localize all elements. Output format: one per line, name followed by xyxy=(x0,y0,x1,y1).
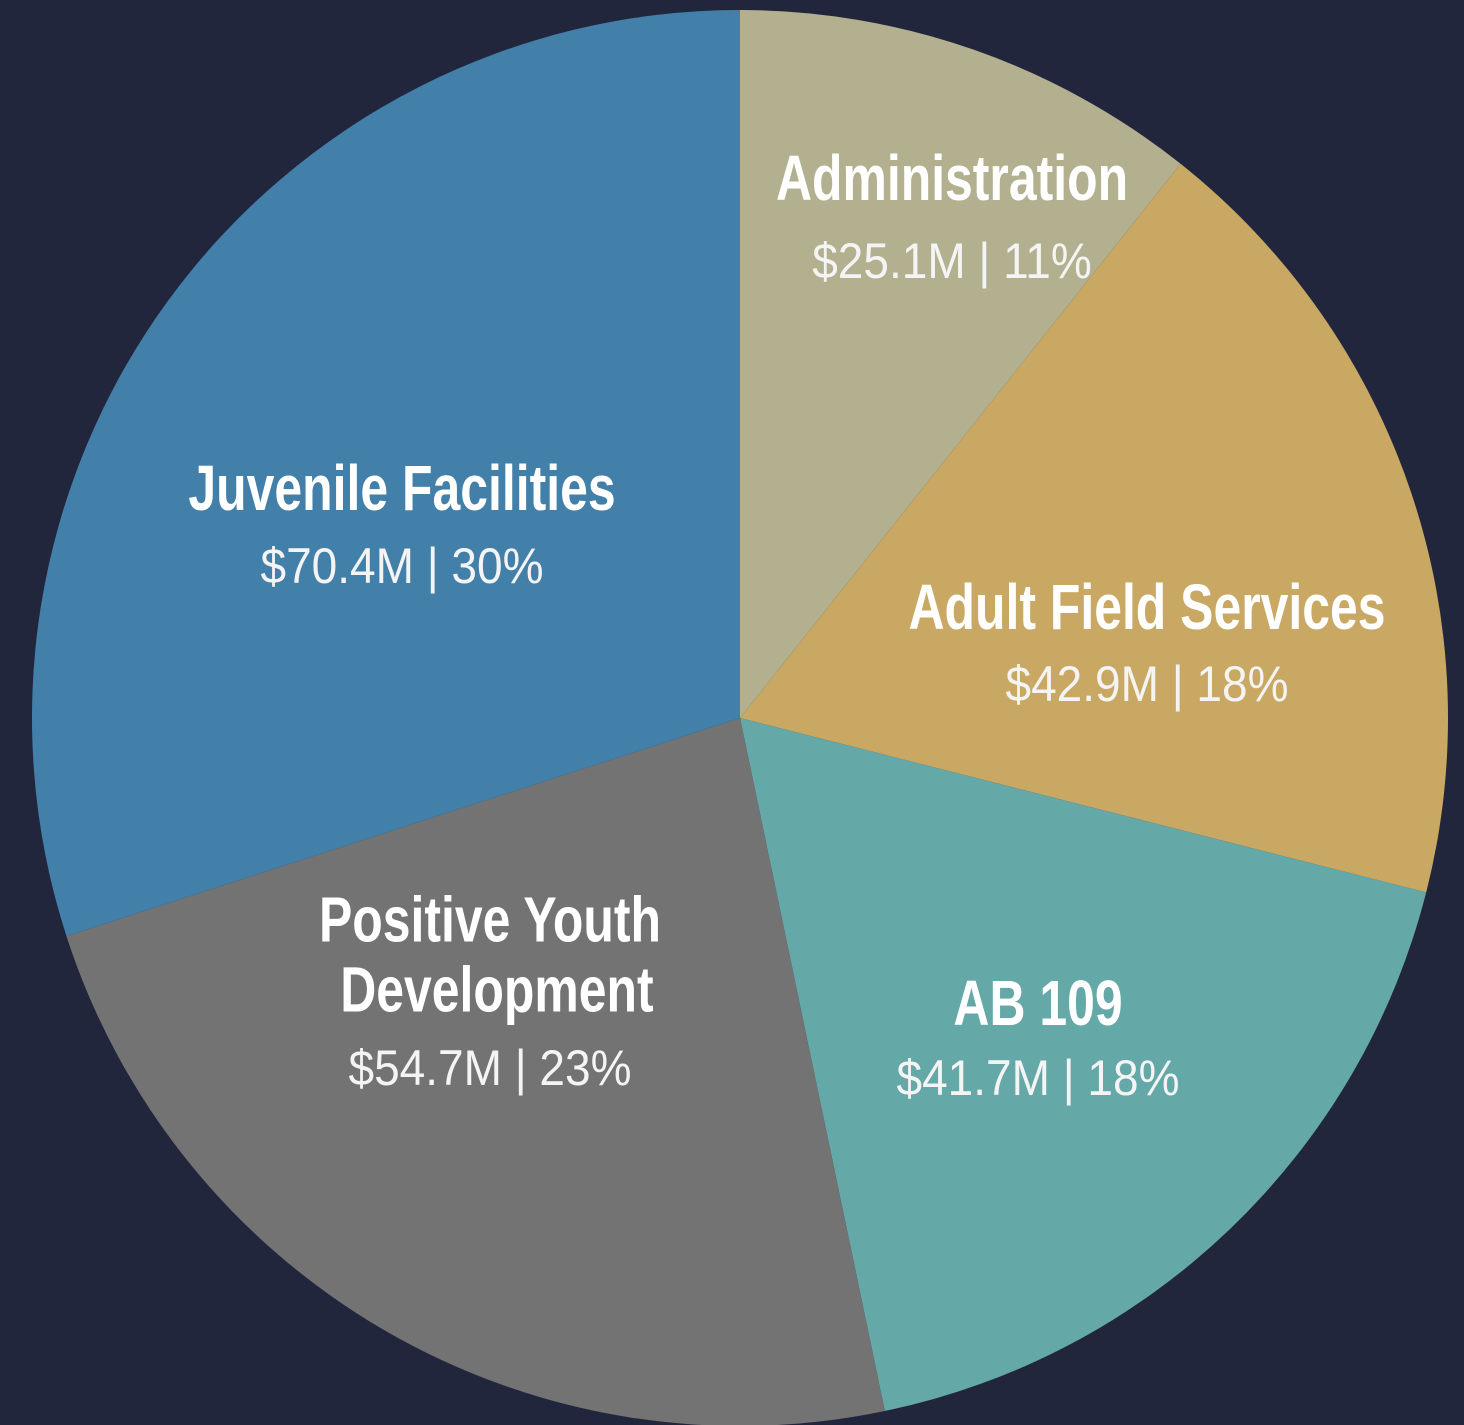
pie-slice xyxy=(740,10,1181,718)
slice-label: AB 109 xyxy=(953,968,1122,1039)
value-label: $41.7M | 18% xyxy=(897,1051,1180,1106)
category-label: Administration xyxy=(776,143,1128,214)
category-label: Adult Field Services xyxy=(908,572,1385,643)
category-label: AB 109 xyxy=(953,968,1122,1039)
value-label-group: $41.7M | 18% xyxy=(897,1051,1180,1106)
slice-label: Positive Youth Development xyxy=(319,885,661,1026)
value-label: $54.7M | 23% xyxy=(349,1041,632,1096)
slice-label: Adult Field Services xyxy=(908,572,1385,643)
value-label-group: $42.9M | 18% xyxy=(1006,657,1289,712)
pie-slice xyxy=(740,163,1448,893)
value-label: $25.1M | 11% xyxy=(812,234,1092,289)
slice-label: Administration xyxy=(776,143,1128,214)
value-label-group: $25.1M | 11% xyxy=(812,234,1092,289)
value-label: $42.9M | 18% xyxy=(1006,657,1289,712)
pie-slice xyxy=(66,718,885,1425)
category-label: Juvenile Facilities xyxy=(188,453,615,524)
value-label-group: $70.4M | 30% xyxy=(261,539,544,594)
pie-slice xyxy=(31,10,741,937)
pie-slice xyxy=(740,718,1427,1412)
value-label: $70.4M | 30% xyxy=(261,539,544,594)
value-label-group: $54.7M | 23% xyxy=(349,1041,632,1096)
category-label: Positive Youth Development xyxy=(319,885,661,1026)
slice-label: Juvenile Facilities xyxy=(188,453,615,524)
